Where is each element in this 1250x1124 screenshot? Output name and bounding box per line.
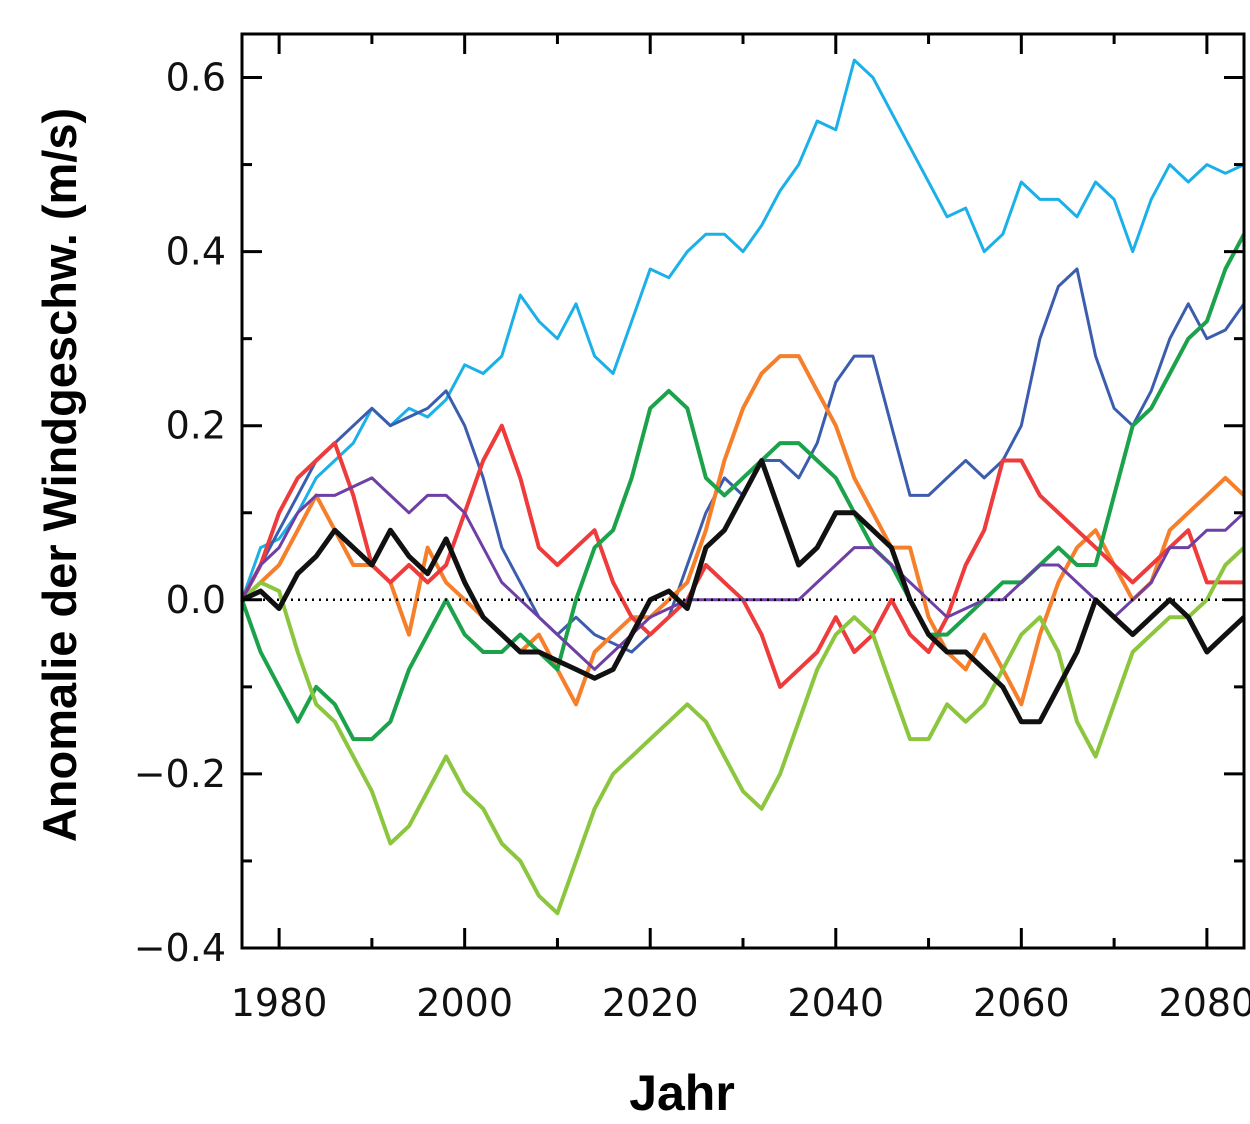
x-tick-label: 2080 bbox=[1159, 981, 1250, 1025]
x-tick-label: 2060 bbox=[973, 981, 1070, 1025]
series-line-1 bbox=[240, 58, 1245, 601]
y-tick-label: −0.2 bbox=[134, 752, 226, 796]
series-line-7 bbox=[240, 476, 1246, 671]
plot-frame bbox=[240, 32, 1246, 950]
series-line-3 bbox=[240, 354, 1246, 707]
y-tick-label: −0.4 bbox=[134, 926, 226, 970]
y-tick-label: 0.2 bbox=[166, 404, 226, 448]
series-line-6 bbox=[240, 546, 1246, 916]
x-axis-title: Jahr bbox=[629, 1065, 735, 1121]
x-tick-label: 2040 bbox=[787, 981, 884, 1025]
series-layer bbox=[240, 58, 1246, 916]
y-tick-labels: −0.4 −0.2 0.0 0.2 0.4 0.6 bbox=[134, 56, 226, 970]
y-tick-label: 0.0 bbox=[166, 578, 226, 622]
x-tick-label: 2020 bbox=[602, 981, 699, 1025]
series-line-8 bbox=[240, 458, 1246, 725]
y-tick-label: 0.6 bbox=[166, 56, 226, 100]
y-axis-title: Anomalie der Windgeschw. (m/s) bbox=[33, 108, 86, 842]
series-line-5 bbox=[240, 233, 1246, 742]
x-tick-label: 2000 bbox=[416, 981, 513, 1025]
x-tick-labels: 1980 2000 2020 2040 2060 2080 bbox=[231, 981, 1250, 1025]
series-line-4 bbox=[240, 423, 1244, 689]
series-line-2 bbox=[240, 267, 1246, 654]
x-tick-label: 1980 bbox=[231, 981, 328, 1025]
y-tick-label: 0.4 bbox=[166, 230, 226, 274]
ticks-layer bbox=[242, 34, 1244, 950]
